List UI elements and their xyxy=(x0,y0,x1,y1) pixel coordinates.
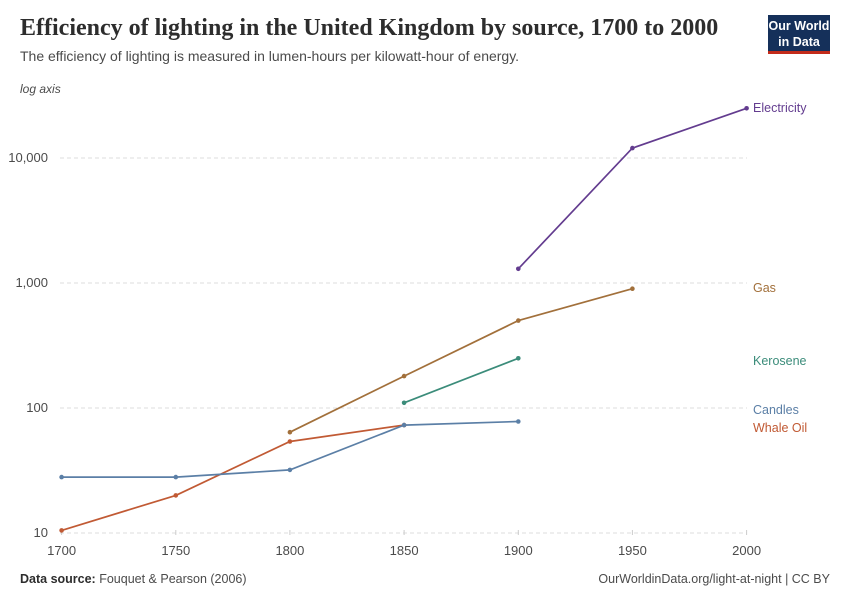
svg-text:Kerosene: Kerosene xyxy=(753,354,807,368)
svg-text:1,000: 1,000 xyxy=(15,275,48,290)
svg-text:1850: 1850 xyxy=(390,543,419,558)
svg-text:1800: 1800 xyxy=(275,543,304,558)
svg-text:1950: 1950 xyxy=(618,543,647,558)
svg-text:1900: 1900 xyxy=(504,543,533,558)
svg-text:Candles: Candles xyxy=(753,403,799,417)
svg-text:Whale Oil: Whale Oil xyxy=(753,421,807,435)
svg-text:1700: 1700 xyxy=(47,543,76,558)
svg-text:10: 10 xyxy=(34,525,48,540)
svg-text:Gas: Gas xyxy=(753,281,776,295)
svg-text:10,000: 10,000 xyxy=(8,150,48,165)
svg-text:2000: 2000 xyxy=(732,543,761,558)
svg-text:100: 100 xyxy=(26,400,48,415)
svg-text:Electricity: Electricity xyxy=(753,101,807,115)
svg-text:1750: 1750 xyxy=(161,543,190,558)
